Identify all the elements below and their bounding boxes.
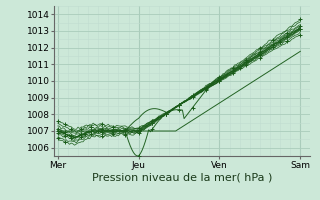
X-axis label: Pression niveau de la mer( hPa ): Pression niveau de la mer( hPa ) (92, 173, 273, 183)
